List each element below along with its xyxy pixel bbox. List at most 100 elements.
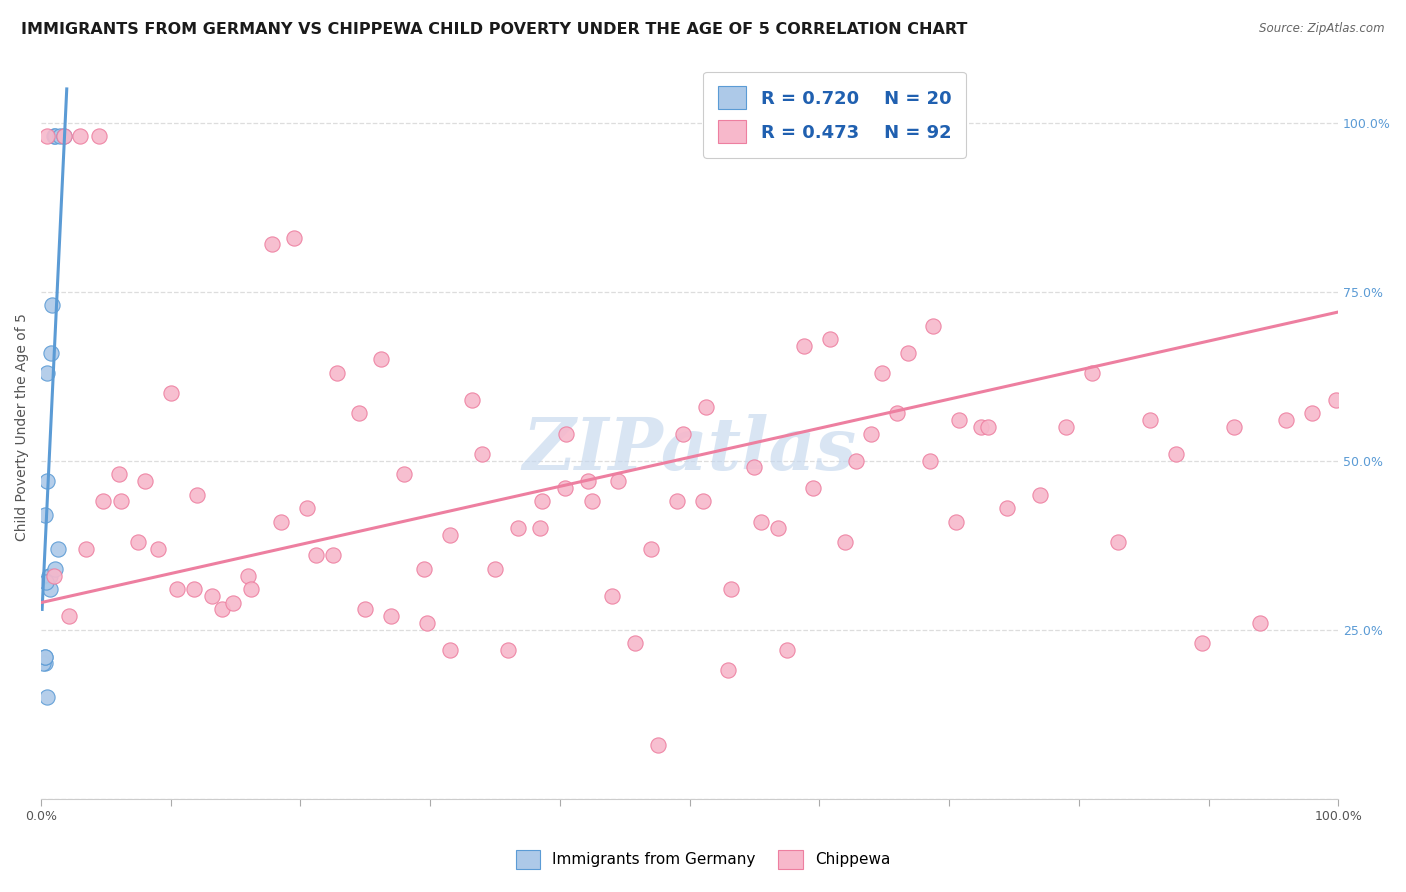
Point xyxy=(776,643,799,657)
Point xyxy=(948,413,970,427)
Point xyxy=(35,575,58,590)
Point xyxy=(818,332,841,346)
Point xyxy=(692,494,714,508)
Point xyxy=(695,400,717,414)
Point xyxy=(554,481,576,495)
Point xyxy=(37,366,59,380)
Point xyxy=(49,129,72,144)
Point xyxy=(1029,487,1052,501)
Point xyxy=(766,521,789,535)
Point xyxy=(283,230,305,244)
Point xyxy=(801,481,824,495)
Point xyxy=(38,568,60,582)
Point xyxy=(672,426,695,441)
Point xyxy=(41,298,63,312)
Point xyxy=(555,426,578,441)
Point xyxy=(870,366,893,380)
Point xyxy=(201,589,224,603)
Point xyxy=(624,636,647,650)
Point xyxy=(183,582,205,596)
Y-axis label: Child Poverty Under the Age of 5: Child Poverty Under the Age of 5 xyxy=(15,313,30,541)
Point xyxy=(58,609,80,624)
Point xyxy=(1164,447,1187,461)
Point xyxy=(508,521,530,535)
Point xyxy=(322,549,344,563)
Point xyxy=(607,474,630,488)
Point xyxy=(460,392,482,407)
Point xyxy=(922,318,945,333)
Point xyxy=(1139,413,1161,427)
Point xyxy=(37,129,59,144)
Point xyxy=(37,690,59,705)
Point xyxy=(38,568,60,582)
Point xyxy=(845,453,868,467)
Point xyxy=(1324,392,1347,407)
Point xyxy=(717,663,740,677)
Point xyxy=(69,129,91,144)
Point xyxy=(53,129,76,144)
Point xyxy=(44,129,66,144)
Point xyxy=(166,582,188,596)
Point xyxy=(600,589,623,603)
Point xyxy=(886,406,908,420)
Point xyxy=(34,657,56,671)
Point xyxy=(134,474,156,488)
Point xyxy=(222,596,245,610)
Point xyxy=(530,494,553,508)
Point xyxy=(1223,420,1246,434)
Point xyxy=(1054,420,1077,434)
Point xyxy=(380,609,402,624)
Point xyxy=(970,420,993,434)
Point xyxy=(471,447,494,461)
Point xyxy=(39,345,62,359)
Point xyxy=(354,602,377,616)
Legend: Immigrants from Germany, Chippewa: Immigrants from Germany, Chippewa xyxy=(505,838,901,880)
Point xyxy=(918,453,941,467)
Point xyxy=(439,528,461,542)
Point xyxy=(1275,413,1298,427)
Point xyxy=(42,129,65,144)
Point xyxy=(834,534,856,549)
Point xyxy=(1107,534,1129,549)
Point xyxy=(91,494,114,508)
Point xyxy=(186,487,208,501)
Point xyxy=(665,494,688,508)
Point xyxy=(744,460,766,475)
Point xyxy=(305,549,328,563)
Point xyxy=(496,643,519,657)
Point xyxy=(46,541,69,556)
Point xyxy=(110,494,132,508)
Point xyxy=(896,345,918,359)
Point xyxy=(1191,636,1213,650)
Legend: R = 0.720    N = 20, R = 0.473    N = 92: R = 0.720 N = 20, R = 0.473 N = 92 xyxy=(703,71,966,158)
Point xyxy=(75,541,97,556)
Point xyxy=(416,615,439,630)
Point xyxy=(159,386,181,401)
Text: ZIPatlas: ZIPatlas xyxy=(523,414,856,484)
Point xyxy=(392,467,415,482)
Point xyxy=(793,339,815,353)
Point xyxy=(34,649,56,664)
Point xyxy=(647,738,669,752)
Point xyxy=(945,515,967,529)
Point xyxy=(44,562,66,576)
Point xyxy=(347,406,370,420)
Point xyxy=(38,582,60,596)
Point xyxy=(576,474,599,488)
Point xyxy=(238,568,260,582)
Point xyxy=(997,501,1019,516)
Point xyxy=(107,467,129,482)
Point xyxy=(240,582,263,596)
Point xyxy=(1249,615,1271,630)
Point xyxy=(34,649,56,664)
Point xyxy=(581,494,603,508)
Text: IMMIGRANTS FROM GERMANY VS CHIPPEWA CHILD POVERTY UNDER THE AGE OF 5 CORRELATION: IMMIGRANTS FROM GERMANY VS CHIPPEWA CHIL… xyxy=(21,22,967,37)
Point xyxy=(370,352,392,367)
Point xyxy=(89,129,111,144)
Point xyxy=(860,426,883,441)
Point xyxy=(42,568,65,582)
Point xyxy=(146,541,169,556)
Point xyxy=(32,657,55,671)
Point xyxy=(412,562,434,576)
Point xyxy=(1080,366,1102,380)
